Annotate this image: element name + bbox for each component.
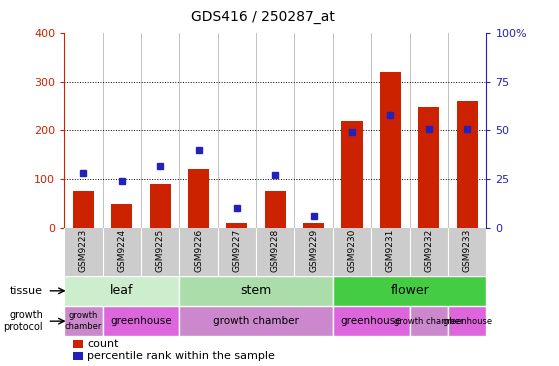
Text: greenhouse: greenhouse [110, 316, 172, 326]
Text: GSM9223: GSM9223 [79, 229, 88, 272]
Text: GDS416 / 250287_at: GDS416 / 250287_at [191, 10, 335, 24]
Bar [342, 121, 363, 228]
Bar [64, 306, 103, 336]
Text: GSM9231: GSM9231 [386, 229, 395, 272]
Bar [73, 340, 83, 348]
Text: count: count [88, 339, 119, 349]
Text: GSM9230: GSM9230 [348, 229, 357, 272]
Bar [179, 306, 333, 336]
Bar [448, 306, 486, 336]
Text: GSM9233: GSM9233 [463, 229, 472, 272]
Text: GSM9224: GSM9224 [117, 229, 126, 272]
Bar [333, 276, 486, 306]
Text: GSM9225: GSM9225 [156, 229, 165, 272]
Bar [457, 101, 478, 228]
Bar [103, 306, 179, 336]
Text: tissue: tissue [10, 286, 43, 296]
Text: flower: flower [390, 284, 429, 297]
Bar [303, 223, 324, 228]
Text: GSM9232: GSM9232 [424, 229, 433, 272]
Text: growth chamber: growth chamber [394, 317, 463, 326]
Bar [150, 184, 170, 228]
Text: GSM9228: GSM9228 [271, 229, 280, 272]
Text: percentile rank within the sample: percentile rank within the sample [88, 351, 276, 361]
Bar [188, 169, 209, 228]
Bar [418, 107, 439, 228]
Bar [410, 306, 448, 336]
Text: GSM9227: GSM9227 [233, 229, 241, 272]
Bar [333, 306, 410, 336]
Bar [226, 223, 248, 228]
Text: greenhouse: greenhouse [442, 317, 492, 326]
Text: growth
chamber: growth chamber [65, 311, 102, 331]
Bar [111, 203, 132, 228]
Bar [380, 72, 401, 228]
Text: GSM9229: GSM9229 [309, 229, 318, 272]
Text: growth
protocol: growth protocol [3, 310, 43, 332]
Text: GSM9226: GSM9226 [194, 229, 203, 272]
Text: leaf: leaf [110, 284, 134, 297]
Bar [64, 276, 179, 306]
Bar [265, 191, 286, 228]
Bar [73, 352, 83, 360]
Bar [73, 191, 94, 228]
Bar [179, 276, 333, 306]
Text: growth chamber: growth chamber [213, 316, 299, 326]
Text: greenhouse: greenhouse [340, 316, 402, 326]
Text: stem: stem [240, 284, 272, 297]
